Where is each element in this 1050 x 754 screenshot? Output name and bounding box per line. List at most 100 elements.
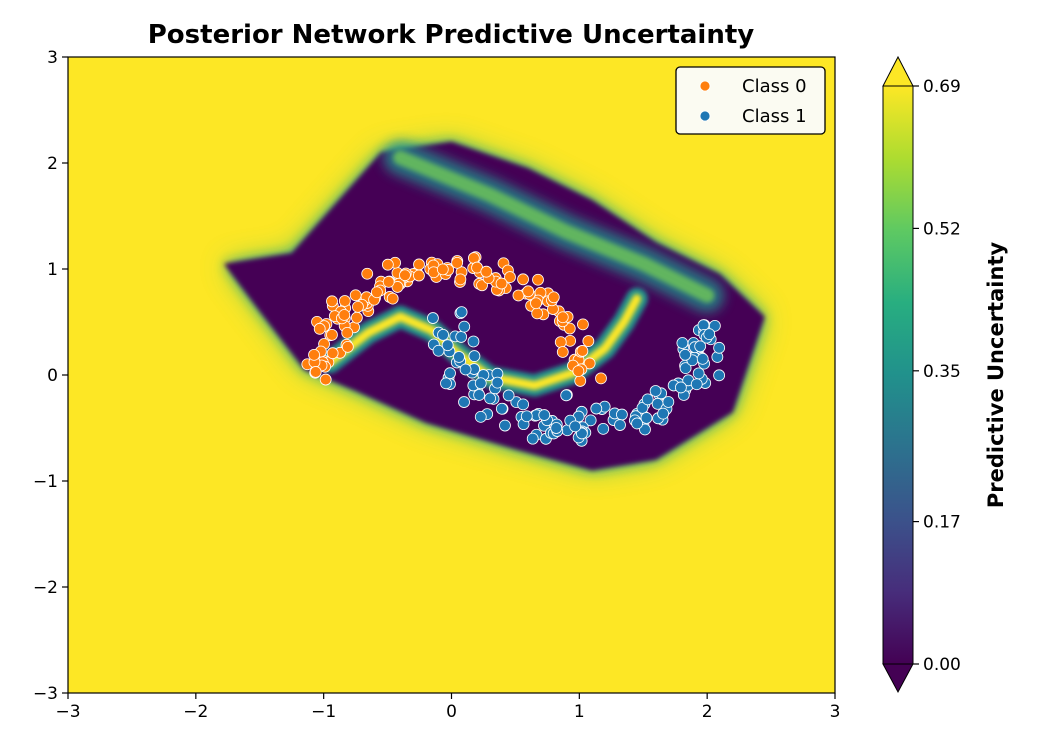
scatter-point-class-1	[692, 367, 705, 380]
scatter-point-class-0	[582, 335, 595, 347]
legend-label-class-1: Class 1	[742, 106, 807, 127]
scatter-point-class-1	[713, 341, 726, 354]
scatter-point-class-0	[530, 297, 542, 310]
scatter-point-class-1	[640, 412, 653, 424]
x-tick-label: 3	[830, 702, 841, 722]
legend-marker-class-0	[699, 80, 711, 92]
legend-marker-class-1	[699, 110, 711, 122]
scatter-point-class-1	[467, 335, 480, 348]
colorbar-extend-bottom	[882, 663, 914, 694]
scatter-point-class-0	[495, 277, 508, 290]
scatter-point-class-0	[350, 311, 363, 324]
scatter-point-class-0	[436, 263, 449, 276]
scatter-point-class-1	[458, 396, 470, 408]
scatter-point-class-0	[572, 365, 585, 378]
x-tick-label: −2	[183, 702, 208, 722]
x-tick-label: −1	[311, 702, 336, 722]
scatter-point-class-0	[386, 292, 399, 305]
scatter-point-class-1	[441, 339, 454, 352]
scatter-point-class-0	[531, 307, 544, 320]
scatter-point-class-1	[444, 367, 456, 380]
colorbar-tick-label: 0.17	[923, 513, 961, 533]
scatter-point-class-1	[649, 385, 662, 397]
plot-area	[68, 57, 835, 693]
scatter-points	[301, 251, 726, 447]
y-tick-label: −1	[33, 472, 58, 492]
scatter-point-class-0	[563, 322, 576, 335]
y-tick-label: 1	[47, 260, 58, 280]
scatter-point-class-1	[690, 378, 703, 391]
scatter-point-class-1	[696, 352, 709, 365]
colorbar-tick-label: 0.52	[923, 219, 961, 239]
scatter-point-class-0	[504, 271, 516, 283]
scatter-point-class-1	[641, 393, 654, 406]
scatter-point-class-0	[574, 375, 587, 387]
scatter-point-class-1	[495, 402, 508, 415]
scatter-point-class-1	[550, 422, 563, 434]
legend-label-class-0: Class 0	[742, 76, 807, 97]
scatter-point-class-0	[554, 336, 567, 349]
scatter-point-class-0	[309, 366, 322, 378]
scatter-point-class-0	[349, 289, 362, 302]
scatter-point-class-0	[583, 357, 596, 370]
scatter-point-class-1	[440, 377, 452, 390]
scatter-point-class-0	[338, 309, 351, 321]
scatter-point-class-0	[595, 372, 607, 385]
y-tick-label: 3	[47, 48, 58, 68]
scatter-point-class-0	[454, 273, 467, 286]
scatter-point-class-1	[639, 423, 651, 436]
y-tick-label: 2	[47, 154, 58, 174]
scatter-point-class-1	[517, 398, 530, 411]
scatter-point-class-1	[538, 409, 551, 421]
scatter-point-class-1	[474, 410, 487, 423]
scatter-point-class-1	[458, 320, 471, 333]
y-axis: −3 −2 −1 0 1 2 3	[33, 48, 68, 704]
scatter-point-class-1	[468, 350, 481, 362]
scatter-point-class-1	[590, 402, 603, 415]
scatter-point-class-1	[499, 419, 511, 432]
scatter-point-class-1	[679, 362, 692, 374]
scatter-point-class-0	[341, 340, 354, 353]
scatter-point-class-0	[556, 346, 569, 358]
scatter-point-class-0	[480, 265, 493, 278]
chart-title: Posterior Network Predictive Uncertainty	[148, 20, 755, 50]
scatter-point-class-0	[319, 373, 332, 386]
legend-box	[675, 66, 826, 135]
scatter-point-class-0	[512, 289, 525, 302]
scatter-point-class-1	[676, 337, 689, 349]
scatter-point-class-0	[313, 322, 326, 335]
scatter-point-class-1	[473, 389, 486, 401]
scatter-point-class-1	[437, 328, 449, 341]
scatter-point-class-1	[694, 340, 707, 353]
scatter-point-class-1	[526, 432, 539, 445]
legend: Class 0 Class 1	[675, 66, 826, 135]
colorbar-tick-label: 0.69	[923, 77, 961, 97]
x-axis: −3 −2 −1 0 1 2 3	[55, 693, 840, 722]
scatter-point-class-0	[381, 258, 394, 271]
scatter-point-class-1	[657, 407, 670, 420]
scatter-point-class-1	[453, 351, 465, 363]
scatter-point-class-1	[502, 389, 515, 402]
scatter-point-class-0	[576, 345, 589, 357]
scatter-point-class-0	[547, 291, 560, 304]
scatter-point-class-1	[616, 408, 628, 421]
colorbar-gradient	[882, 85, 914, 665]
scatter-point-class-1	[560, 389, 573, 402]
scatter-point-class-0	[517, 273, 529, 286]
scatter-point-class-1	[713, 369, 726, 382]
colorbar-tick-label: 0.35	[923, 362, 961, 382]
colorbar-label: Predictive Uncertainty	[984, 242, 1008, 509]
scatter-point-class-1	[491, 376, 504, 389]
scatter-point-class-1	[455, 306, 468, 318]
x-tick-label: 1	[574, 702, 585, 722]
scatter-point-class-1	[631, 417, 643, 430]
y-tick-label: −2	[33, 578, 58, 598]
scatter-point-class-0	[391, 281, 404, 293]
scatter-point-class-0	[382, 275, 395, 288]
scatter-point-class-1	[584, 414, 597, 427]
scatter-point-class-1	[474, 377, 487, 390]
scatter-point-class-0	[413, 258, 425, 271]
upper-band-inner	[393, 150, 715, 303]
x-tick-label: 0	[446, 702, 457, 722]
